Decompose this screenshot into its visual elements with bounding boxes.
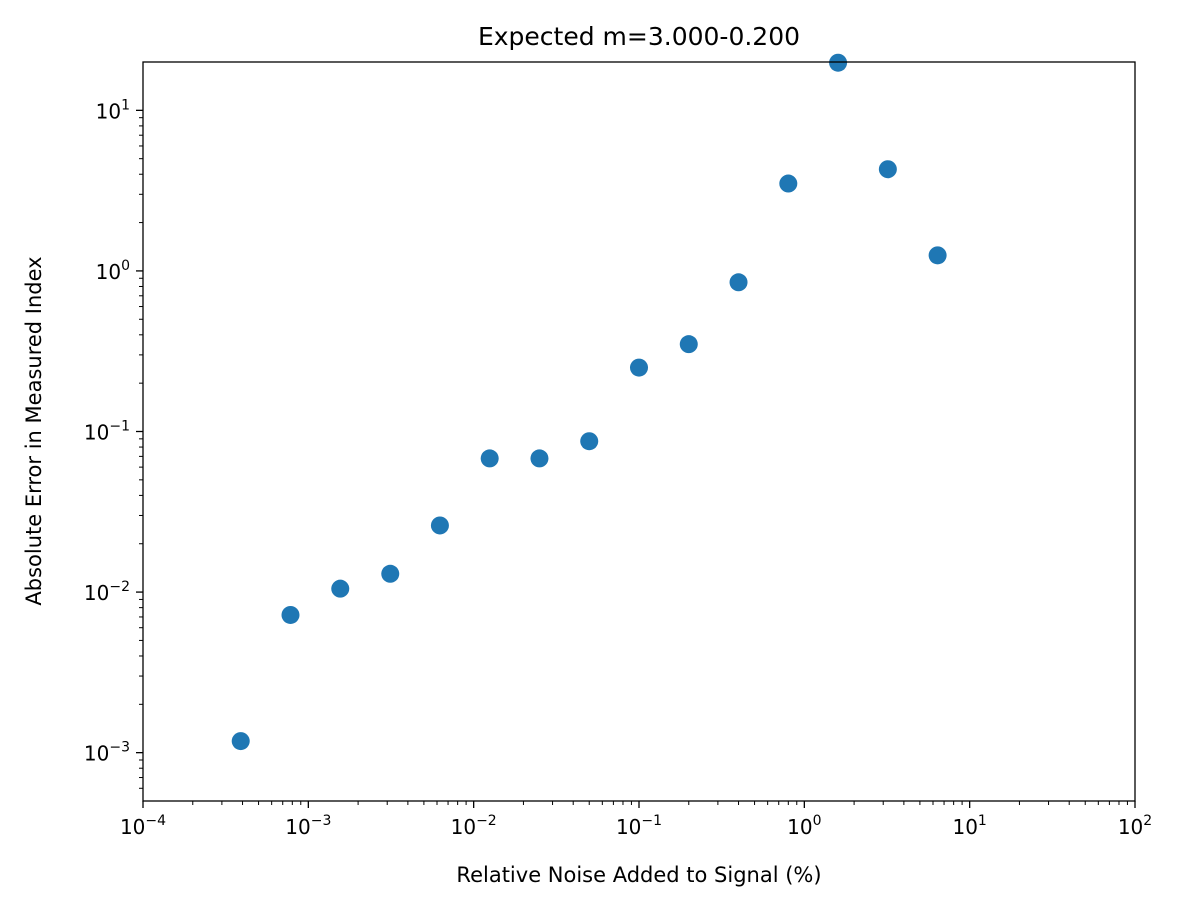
y-tick-label: 10−3	[84, 740, 130, 766]
data-point	[480, 449, 499, 468]
x-tick-label: 101	[952, 813, 986, 839]
chart-title: Expected m=3.000-0.200	[478, 22, 800, 51]
y-tick-label: 100	[96, 258, 130, 284]
data-point	[630, 358, 648, 377]
y-tick-label: 10−2	[84, 579, 130, 605]
x-tick-label: 10−4	[120, 813, 166, 839]
data-point	[231, 732, 250, 751]
x-axis-label: Relative Noise Added to Signal (%)	[456, 863, 821, 887]
data-point	[779, 174, 798, 193]
axes-frame	[142, 61, 1136, 802]
data-point	[580, 432, 599, 451]
plot-area	[136, 53, 1136, 808]
data-point	[878, 160, 897, 179]
data-point	[928, 246, 947, 265]
data-point	[381, 564, 400, 583]
data-point	[679, 335, 698, 354]
x-tick-label: 100	[787, 813, 821, 839]
data-point	[829, 53, 848, 72]
data-points	[231, 53, 947, 751]
x-tick-labels: 10−4 10−3 10−2 10−1 100 101 102	[120, 813, 1152, 839]
data-point	[729, 273, 748, 292]
y-tick-labels: 10−3 10−2 10−1 100 101	[84, 97, 130, 765]
minor-ticks	[139, 117, 1128, 805]
x-tick-label: 10−2	[451, 813, 497, 839]
y-axis-label: Absolute Error in Measured Index	[22, 256, 46, 605]
y-tick-label: 10−1	[84, 419, 130, 445]
data-point	[331, 579, 350, 598]
major-ticks	[136, 109, 1136, 808]
data-point	[430, 516, 449, 535]
data-point	[530, 449, 549, 468]
x-tick-label: 102	[1118, 813, 1152, 839]
data-point	[281, 605, 300, 624]
x-tick-label: 10−3	[285, 813, 331, 839]
x-tick-label: 10−1	[616, 813, 662, 839]
y-tick-label: 101	[96, 97, 130, 123]
